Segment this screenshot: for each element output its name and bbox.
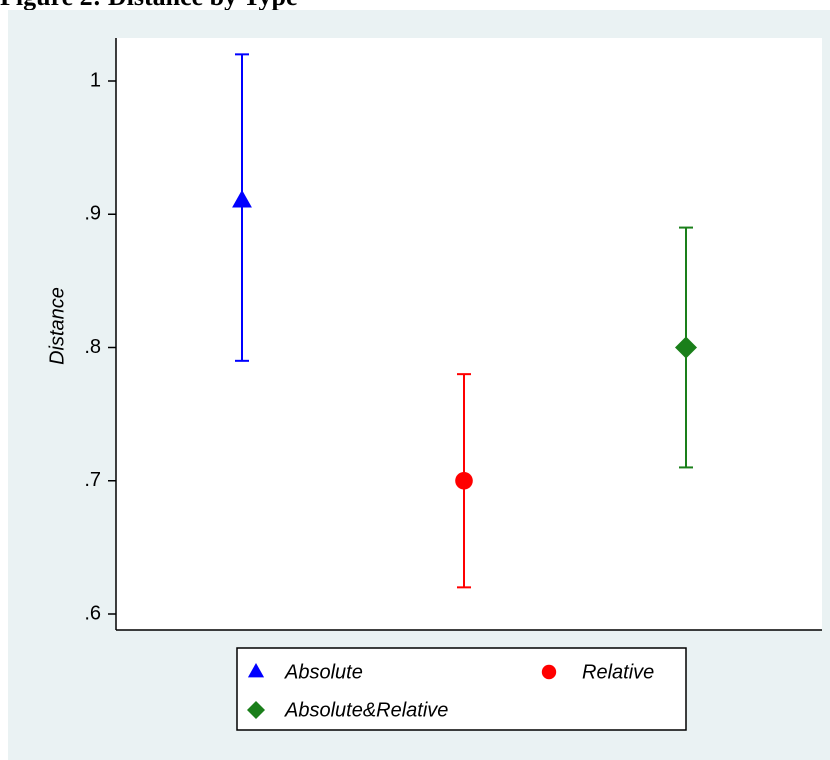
data-point [455, 471, 473, 490]
y-tick-label: .6 [84, 602, 101, 624]
plot-area [116, 38, 822, 630]
legend-box [236, 647, 687, 731]
y-tick-label: .8 [84, 336, 101, 358]
y-tick-label: .7 [84, 469, 101, 491]
legend-label: Absolute [284, 661, 363, 683]
legend-marker [247, 701, 265, 719]
y-axis-label: Distance [46, 287, 68, 365]
data-point [675, 336, 697, 359]
legend-label: Absolute&Relative [284, 699, 448, 721]
legend-label: Relative [582, 661, 654, 683]
y-tick-label: .9 [84, 203, 101, 225]
page-title: Figure 2: Distance by Type [0, 0, 298, 12]
y-tick-label: 1 [90, 69, 101, 91]
legend-marker [541, 664, 557, 680]
data-point [232, 189, 252, 208]
legend-marker [247, 663, 265, 678]
